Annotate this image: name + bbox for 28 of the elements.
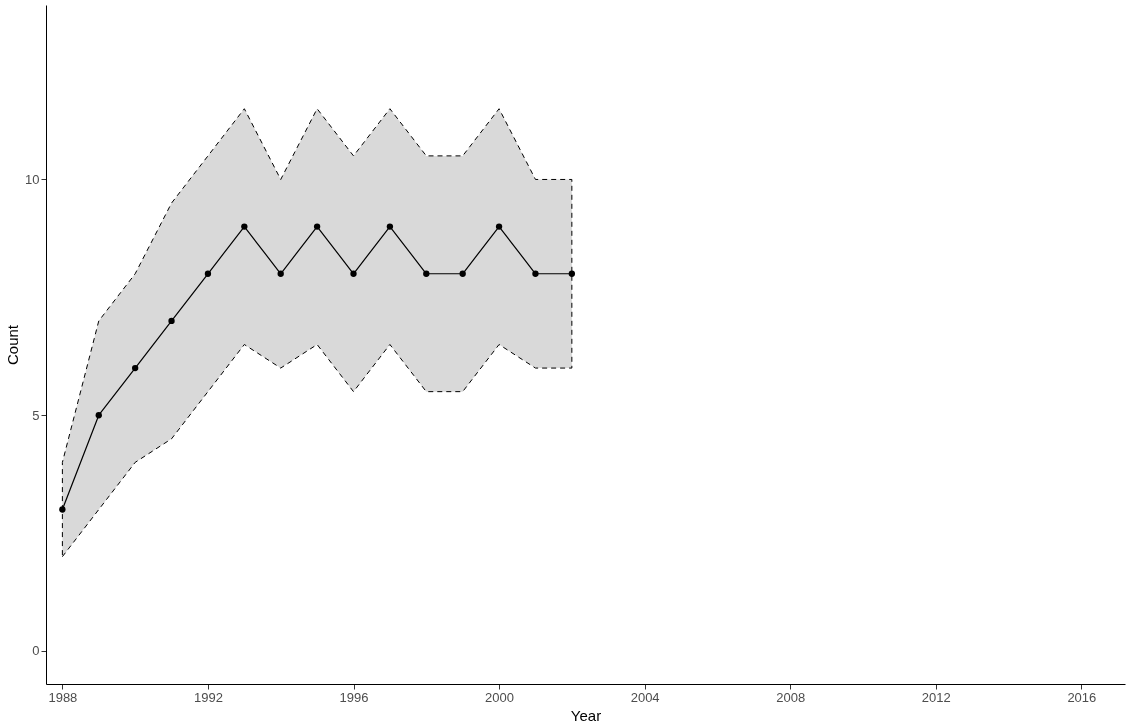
x-tick-label: 2000 (485, 689, 515, 705)
x-tick-label: 2016 (1067, 689, 1097, 705)
point (241, 223, 248, 230)
y-axis-title: Count (4, 324, 22, 366)
point (204, 270, 212, 277)
point (168, 317, 175, 325)
point (386, 223, 394, 230)
y-tick-label: 5 (32, 407, 40, 423)
x-tick-label: 1992 (193, 689, 223, 705)
y-tick-label: 10 (25, 171, 40, 187)
point (495, 223, 503, 230)
point (532, 270, 539, 277)
point (350, 270, 357, 277)
point (132, 364, 139, 372)
point (59, 506, 66, 513)
x-axis-title: Year (570, 706, 602, 724)
point (277, 270, 284, 277)
point (313, 223, 321, 230)
x-tick-label: 2012 (921, 689, 951, 705)
x-tick-label: 2004 (630, 689, 660, 705)
point (95, 412, 102, 419)
x-tick-label: 1988 (48, 689, 78, 705)
y-tick-label: 0 (32, 643, 40, 659)
x-tick-label: 2008 (776, 689, 806, 705)
x-tick-label: 1996 (339, 689, 369, 705)
point (459, 270, 466, 277)
point (568, 270, 576, 277)
point (423, 270, 430, 277)
